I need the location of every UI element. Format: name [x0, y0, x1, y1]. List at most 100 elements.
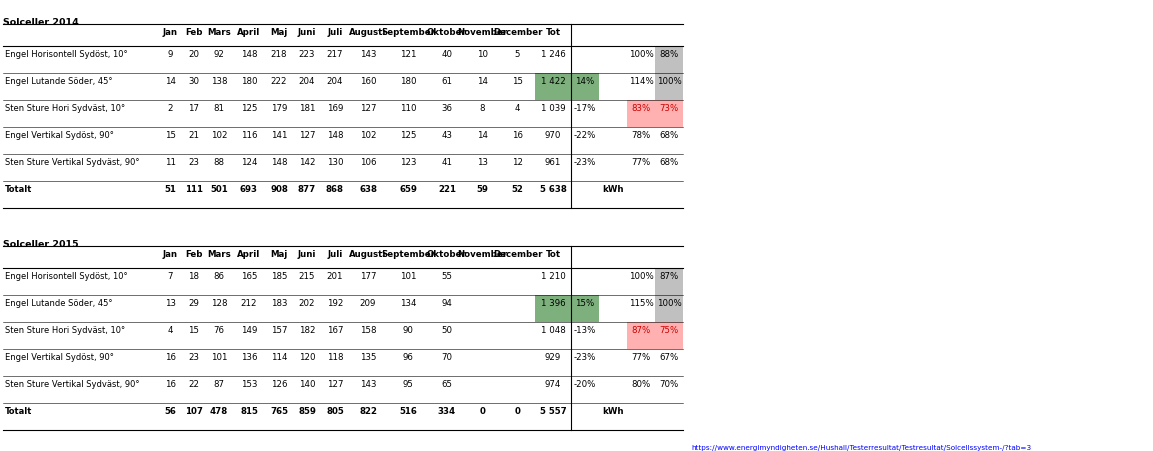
Text: Sten Sture Vertikal Sydväst, 90°: Sten Sture Vertikal Sydväst, 90°: [5, 158, 140, 167]
Text: 868: 868: [326, 185, 344, 194]
Text: 183: 183: [271, 299, 287, 308]
Text: 180: 180: [241, 77, 257, 86]
Text: 877: 877: [297, 185, 316, 194]
Text: 68%: 68%: [660, 131, 679, 140]
Text: 107: 107: [184, 407, 203, 416]
Text: 114%: 114%: [628, 77, 654, 86]
Text: 95: 95: [402, 380, 414, 389]
Text: Engel Horisontell Sydöst, 10°: Engel Horisontell Sydöst, 10°: [5, 272, 128, 281]
Text: 7: 7: [167, 272, 173, 281]
Bar: [655, 295, 683, 322]
Text: 334: 334: [438, 407, 457, 416]
Text: 153: 153: [241, 380, 257, 389]
Text: 73%: 73%: [660, 104, 679, 113]
Text: 204: 204: [326, 77, 344, 86]
Text: 127: 127: [360, 104, 376, 113]
Text: 121: 121: [400, 50, 416, 59]
Text: 101: 101: [211, 353, 227, 362]
Text: 90: 90: [402, 326, 414, 335]
Text: 123: 123: [400, 158, 416, 167]
Text: 111: 111: [184, 185, 203, 194]
Text: 659: 659: [399, 185, 417, 194]
Text: 10: 10: [477, 50, 488, 59]
Text: 135: 135: [360, 353, 376, 362]
Text: 115%: 115%: [628, 299, 654, 308]
Text: 693: 693: [240, 185, 258, 194]
Text: Juni: Juni: [297, 250, 316, 259]
Text: 148: 148: [241, 50, 257, 59]
Text: Sten Sture Vertikal Sydväst, 90°: Sten Sture Vertikal Sydväst, 90°: [5, 380, 140, 389]
Text: 102: 102: [211, 131, 227, 140]
Text: 212: 212: [241, 299, 257, 308]
Text: 87: 87: [213, 380, 225, 389]
Text: September: September: [380, 28, 435, 37]
Text: 215: 215: [299, 272, 315, 281]
Text: 125: 125: [400, 131, 416, 140]
Text: 143: 143: [360, 380, 376, 389]
Text: Engel Lutande Söder, 45°: Engel Lutande Söder, 45°: [5, 299, 113, 308]
Text: 18: 18: [188, 272, 199, 281]
Text: 23: 23: [188, 353, 199, 362]
Text: 65: 65: [442, 380, 452, 389]
Text: 15%: 15%: [575, 299, 595, 308]
Text: 124: 124: [241, 158, 257, 167]
Bar: [627, 100, 655, 127]
Text: Feb: Feb: [186, 28, 203, 37]
Text: 14: 14: [165, 77, 176, 86]
Text: 50: 50: [442, 326, 452, 335]
Text: 13: 13: [165, 299, 176, 308]
Text: 201: 201: [326, 272, 344, 281]
Text: -20%: -20%: [574, 380, 596, 389]
Text: 908: 908: [270, 185, 288, 194]
Text: 179: 179: [271, 104, 287, 113]
Text: 29: 29: [189, 299, 199, 308]
Text: 822: 822: [359, 407, 377, 416]
Text: 158: 158: [360, 326, 376, 335]
Text: Solceller 2014: Solceller 2014: [3, 18, 78, 27]
Text: 501: 501: [210, 185, 228, 194]
Text: 0: 0: [480, 407, 485, 416]
Text: 5 557: 5 557: [540, 407, 566, 416]
Text: 61: 61: [442, 77, 452, 86]
Text: 0: 0: [514, 407, 520, 416]
Text: 222: 222: [271, 77, 287, 86]
Text: 1 210: 1 210: [541, 272, 565, 281]
Text: 100%: 100%: [656, 299, 681, 308]
Text: 182: 182: [299, 326, 315, 335]
Text: Engel Vertikal Sydöst, 90°: Engel Vertikal Sydöst, 90°: [5, 131, 114, 140]
Text: 16: 16: [165, 380, 176, 389]
Text: Sten Sture Hori Sydväst, 10°: Sten Sture Hori Sydväst, 10°: [5, 326, 126, 335]
Text: 75%: 75%: [660, 326, 679, 335]
Text: 160: 160: [360, 77, 376, 86]
Text: 114: 114: [271, 353, 287, 362]
Text: 16: 16: [512, 131, 523, 140]
Text: 100%: 100%: [628, 272, 654, 281]
Bar: [571, 295, 600, 322]
Text: 140: 140: [299, 380, 315, 389]
Text: 59: 59: [476, 185, 489, 194]
Text: Feb: Feb: [186, 250, 203, 259]
Text: Sten Sture Hori Sydväst, 10°: Sten Sture Hori Sydväst, 10°: [5, 104, 126, 113]
Bar: [655, 100, 683, 127]
Text: 51: 51: [165, 185, 176, 194]
Text: 15: 15: [165, 131, 176, 140]
Text: 125: 125: [241, 104, 257, 113]
Text: Engel Lutande Söder, 45°: Engel Lutande Söder, 45°: [5, 77, 113, 86]
Text: 70%: 70%: [660, 380, 679, 389]
Text: 23: 23: [188, 158, 199, 167]
Text: Mars: Mars: [208, 28, 231, 37]
Text: November: November: [458, 28, 507, 37]
Text: 77%: 77%: [632, 158, 650, 167]
Text: Oktober: Oktober: [427, 28, 467, 37]
Text: 116: 116: [241, 131, 257, 140]
Text: 143: 143: [360, 50, 376, 59]
Text: 67%: 67%: [660, 353, 679, 362]
Text: 92: 92: [213, 50, 225, 59]
Text: -22%: -22%: [574, 131, 596, 140]
Text: 14: 14: [477, 131, 488, 140]
Text: 52: 52: [512, 185, 523, 194]
Text: 118: 118: [326, 353, 344, 362]
Bar: [655, 73, 683, 100]
Text: 21: 21: [188, 131, 199, 140]
Text: 13: 13: [477, 158, 488, 167]
